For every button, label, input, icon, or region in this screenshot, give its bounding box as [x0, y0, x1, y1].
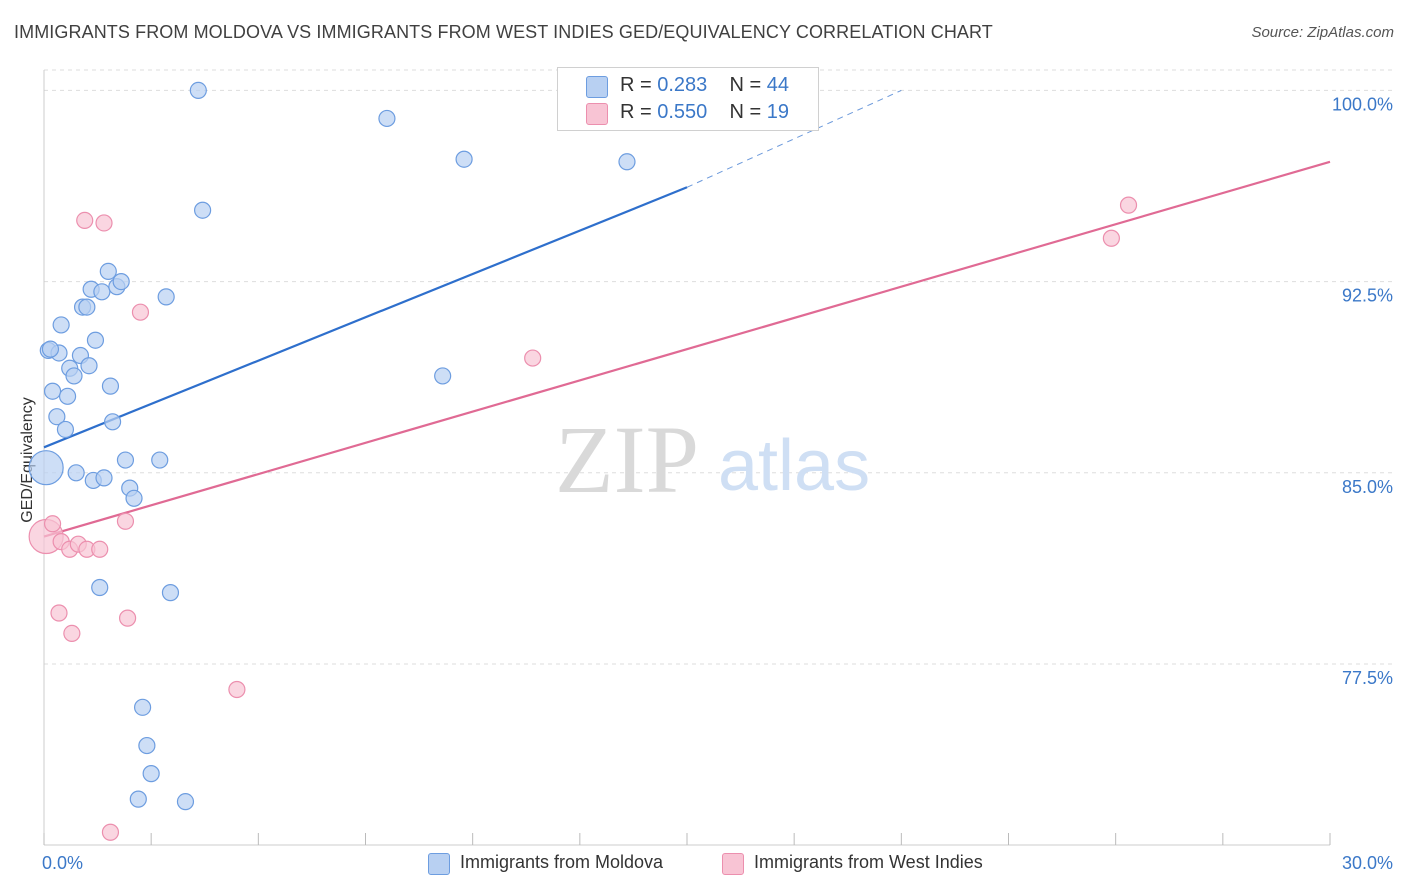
point-westindies-11 — [101, 823, 120, 841]
point-moldova-39 — [378, 109, 396, 128]
point-westindies-17 — [1102, 229, 1120, 247]
point-moldova-43 — [41, 340, 60, 358]
point-moldova-37 — [189, 81, 207, 99]
point-moldova-35 — [161, 584, 180, 602]
legend-n-value-westindies: 19 — [766, 101, 790, 123]
point-moldova-41 — [455, 150, 473, 168]
legend-r-label: R = — [620, 101, 658, 123]
point-moldova-31 — [138, 736, 156, 755]
bottom-legend-label-moldova: Immigrants from Moldova — [460, 852, 664, 872]
y-tick-label-3: 77.5% — [1342, 668, 1393, 688]
point-moldova-9 — [65, 367, 83, 385]
point-westindies-16 — [524, 349, 542, 367]
point-moldova-13 — [78, 298, 96, 316]
point-moldova-25 — [112, 272, 130, 291]
legend-r-value-westindies: 0.550 — [657, 101, 708, 123]
legend-n-value-moldova: 44 — [766, 74, 790, 96]
point-westindies-15 — [228, 680, 246, 699]
legend-n-label: N = — [729, 101, 767, 123]
bottom-legend-swatch-moldova — [428, 853, 450, 875]
point-moldova-29 — [129, 790, 147, 808]
point-westindies-12 — [116, 512, 135, 530]
point-moldova-36 — [176, 793, 195, 811]
watermark-zip: ZIP — [555, 406, 699, 513]
point-moldova-28 — [125, 489, 143, 507]
point-moldova-23 — [103, 413, 122, 431]
point-westindies-5 — [63, 624, 81, 643]
tick-labels: 100.0% 92.5% 85.0% 77.5% 0.0% 30.0% — [42, 94, 1393, 873]
point-moldova-3 — [48, 408, 66, 426]
point-westindies-1 — [43, 515, 62, 533]
grid-lines — [44, 69, 1394, 665]
watermark: ZIP atlas — [555, 406, 870, 513]
x-tick-label-1: 30.0% — [1342, 853, 1393, 873]
data-points — [28, 81, 1138, 841]
x-tick-label-0: 0.0% — [42, 853, 83, 873]
correlation-legend: R = 0.283 N = 44 R = 0.550 N = 19 — [557, 67, 819, 131]
point-moldova-19 — [93, 283, 111, 301]
chart-title: IMMIGRANTS FROM MOLDOVA VS IMMIGRANTS FR… — [14, 22, 993, 42]
trend-line-westindies — [43, 160, 1331, 538]
point-moldova-42 — [618, 153, 636, 171]
point-moldova-2 — [43, 382, 62, 400]
point-westindies-18 — [1119, 196, 1138, 214]
y-tick-label-1: 92.5% — [1342, 286, 1393, 306]
point-moldova-20 — [95, 469, 113, 487]
source-label: Source: ZipAtlas.com — [1251, 24, 1394, 41]
point-westindies-9 — [91, 540, 109, 558]
trend-line-moldova — [43, 186, 688, 449]
point-moldova-38 — [194, 201, 212, 219]
point-moldova-34 — [157, 288, 175, 306]
trend-lines — [43, 89, 1331, 538]
point-moldova-5 — [52, 316, 70, 334]
point-moldova-30 — [133, 698, 152, 716]
legend-swatch-moldova — [586, 76, 608, 98]
point-moldova-6 — [56, 420, 75, 439]
bottom-legend-swatch-westindies — [722, 853, 744, 875]
point-westindies-14 — [131, 303, 150, 321]
legend-r-value-moldova: 0.283 — [657, 74, 708, 96]
point-moldova-0 — [28, 450, 64, 486]
point-westindies-10 — [95, 214, 113, 232]
point-moldova-32 — [142, 765, 160, 783]
point-moldova-33 — [151, 451, 169, 469]
watermark-atlas: atlas — [718, 426, 870, 506]
point-moldova-18 — [91, 578, 109, 597]
legend-swatch-westindies — [586, 103, 608, 125]
point-moldova-22 — [101, 377, 120, 395]
point-moldova-16 — [86, 331, 105, 349]
point-moldova-40 — [434, 367, 452, 385]
point-moldova-10 — [67, 464, 85, 482]
point-moldova-21 — [99, 262, 117, 280]
point-westindies-7 — [76, 211, 94, 230]
legend-r-label: R = — [620, 74, 658, 96]
legend-n-label: N = — [729, 74, 767, 96]
point-westindies-2 — [50, 604, 68, 622]
point-moldova-7 — [58, 387, 77, 405]
y-tick-label-2: 85.0% — [1342, 477, 1393, 497]
point-westindies-13 — [118, 609, 137, 627]
y-tick-label-0: 100.0% — [1332, 94, 1393, 114]
point-moldova-26 — [116, 451, 135, 469]
point-moldova-14 — [80, 357, 98, 375]
bottom-legend-label-westindies: Immigrants from West Indies — [754, 852, 983, 872]
